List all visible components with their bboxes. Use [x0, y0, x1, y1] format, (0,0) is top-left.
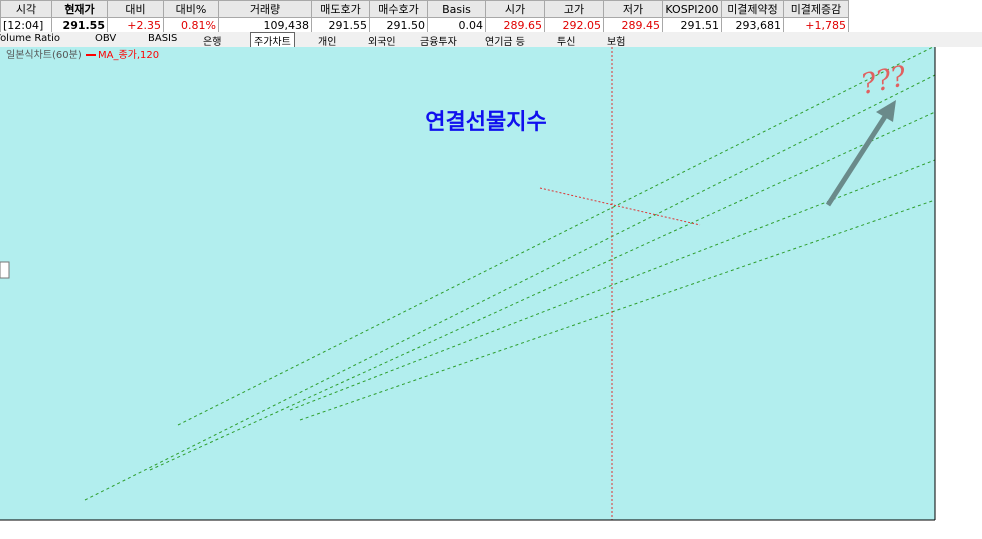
- header-cell: 대비%: [163, 0, 219, 18]
- value-cell: 291.55: [311, 17, 370, 33]
- arrow: [825, 100, 896, 207]
- header-cell: KOSPI200: [662, 0, 722, 18]
- value-cell: 289.45: [603, 17, 663, 33]
- tab[interactable]: 투신: [557, 37, 576, 48]
- plot-bg: [0, 47, 935, 520]
- header-cell: Basis: [427, 0, 486, 18]
- tab[interactable]: 연기금 등: [485, 37, 525, 48]
- value-cell: 289.65: [485, 17, 545, 33]
- header-cell: 현재가: [51, 0, 108, 18]
- axis-bg: [935, 47, 982, 520]
- header-cell: 저가: [603, 0, 663, 18]
- header-cell: 거래량: [218, 0, 312, 18]
- value-cell: 0.04: [427, 17, 486, 33]
- tab[interactable]: 보험: [607, 37, 626, 48]
- tab[interactable]: 외국인: [368, 37, 396, 48]
- header-cell: 미결제증감: [783, 0, 849, 18]
- header-cell: 시각: [0, 0, 52, 18]
- tab[interactable]: 개인: [318, 37, 337, 48]
- value-cell: 291.55: [51, 17, 108, 33]
- chart-title: 연결선물지수: [425, 109, 546, 135]
- tab[interactable]: BASIS: [148, 33, 178, 44]
- resistance-line: [539, 187, 701, 226]
- legend-ma: MA_종가,120: [98, 49, 159, 61]
- value-cell: 291.51: [662, 17, 722, 33]
- tab[interactable]: 은행: [203, 37, 222, 48]
- tab[interactable]: Volume Ratio: [0, 33, 61, 44]
- value-cell: 109,438: [218, 17, 312, 33]
- value-cell: 293,681: [721, 17, 784, 33]
- quote-table: 시각 현재가 대비 대비% 거래량 매도호가 매수호가 Basis 시가 고가 저가 KOSPI200…: [0, 0, 849, 33]
- tab-bar: Volume Ratio OBV BASIS 은행 주가차트 개인 외국인 금융투자 연기금 등…: [0, 32, 982, 49]
- tab[interactable]: 금융투자: [420, 37, 457, 48]
- chart: 일본식차트(60분) MA_종가,120 연결선물지수 ???: [0, 47, 982, 521]
- value-cell: +1,785: [783, 17, 849, 33]
- header-cell: 미결제약정: [721, 0, 784, 18]
- header-cell: 매수호가: [369, 0, 428, 18]
- header-cell: 시가: [485, 0, 545, 18]
- value-cell: +2.35: [107, 17, 164, 33]
- side-handle[interactable]: [0, 261, 10, 279]
- header-cell: 고가: [544, 0, 604, 18]
- value-cell: 0.81%: [163, 17, 219, 33]
- value-cell: 291.50: [369, 17, 428, 33]
- header-cell: 매도호가: [311, 0, 370, 18]
- tab[interactable]: OBV: [95, 33, 117, 44]
- header-cell: 대비: [107, 0, 164, 18]
- value-cell: 292.05: [544, 17, 604, 33]
- value-cell: [12:04]: [0, 17, 52, 33]
- legend-price: 일본식차트(60분): [6, 49, 82, 61]
